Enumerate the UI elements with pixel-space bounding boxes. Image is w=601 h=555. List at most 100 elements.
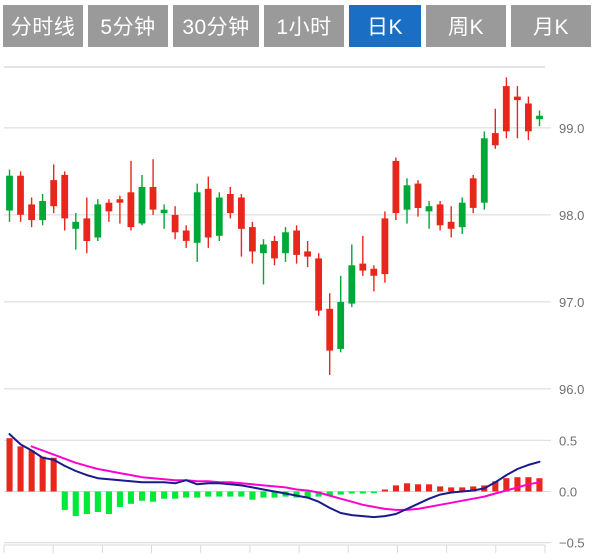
candle bbox=[304, 241, 311, 268]
candle bbox=[293, 225, 300, 264]
candle bbox=[72, 213, 80, 250]
macd-bar bbox=[227, 491, 234, 497]
timeframe-tabbar: 分时线 5分钟 30分钟 1小时 日K 周K 月K bbox=[0, 0, 601, 52]
price-gridlines bbox=[4, 66, 551, 390]
candle bbox=[392, 157, 400, 221]
candle bbox=[337, 275, 345, 353]
macd-tick-label: −0.5 bbox=[559, 536, 585, 551]
tab-monthk[interactable]: 月K bbox=[511, 5, 591, 47]
tab-dayk[interactable]: 日K bbox=[349, 5, 421, 47]
price-tick-label: 97.0 bbox=[559, 295, 584, 310]
candle bbox=[138, 174, 146, 226]
macd-bar bbox=[359, 491, 366, 494]
macd-dif-line bbox=[8, 433, 541, 519]
macd-bar bbox=[116, 491, 123, 507]
macd-bar bbox=[161, 491, 168, 499]
macd-histogram bbox=[6, 438, 543, 517]
macd-bar bbox=[348, 491, 355, 494]
candle bbox=[348, 244, 356, 308]
candlestick-series bbox=[6, 77, 543, 375]
candle bbox=[105, 199, 113, 222]
macd-dea-line bbox=[30, 445, 541, 511]
macd-bar bbox=[28, 450, 35, 492]
macd-bar bbox=[139, 491, 146, 501]
macd-bar bbox=[448, 487, 455, 492]
macd-bar bbox=[337, 491, 344, 495]
macd-bar bbox=[83, 491, 90, 514]
tab-30min[interactable]: 30分钟 bbox=[173, 5, 259, 47]
macd-bar bbox=[260, 491, 267, 498]
macd-bar bbox=[17, 446, 24, 492]
macd-bar bbox=[415, 484, 422, 492]
macd-bar bbox=[437, 486, 444, 492]
candle bbox=[249, 221, 256, 264]
candle bbox=[28, 197, 35, 228]
tab-timeline-label: 分时线 bbox=[10, 16, 76, 39]
macd-bar bbox=[404, 483, 411, 492]
macd-bar bbox=[370, 491, 377, 494]
candle bbox=[282, 227, 289, 262]
candle bbox=[215, 192, 223, 241]
candle bbox=[83, 197, 91, 254]
candle bbox=[226, 187, 234, 219]
stock-chart[interactable]: 96.0 97.0 98.0 99.0 −0.5 0.0 0.5 bbox=[0, 52, 601, 555]
candle bbox=[204, 176, 212, 248]
macd-bar bbox=[249, 491, 256, 500]
macd-bar bbox=[205, 491, 212, 497]
candle bbox=[370, 265, 378, 292]
candle bbox=[502, 77, 510, 139]
macd-bar bbox=[326, 491, 333, 496]
candle bbox=[480, 131, 488, 210]
candle bbox=[94, 199, 102, 241]
candle bbox=[182, 225, 190, 248]
macd-bar bbox=[105, 491, 112, 514]
candle bbox=[525, 96, 532, 141]
macd-bar bbox=[470, 486, 477, 492]
candle bbox=[160, 204, 168, 229]
price-tick-label: 96.0 bbox=[559, 382, 584, 397]
tab-dayk-label: 日K bbox=[366, 16, 403, 39]
candle bbox=[17, 171, 24, 222]
candle bbox=[414, 180, 422, 217]
macd-bar bbox=[503, 478, 510, 492]
chart-container[interactable]: 96.0 97.0 98.0 99.0 −0.5 0.0 0.5 bbox=[0, 52, 601, 555]
candle bbox=[171, 206, 179, 240]
macd-bar bbox=[238, 491, 245, 497]
candle bbox=[6, 169, 13, 222]
macd-tick-label: 0.5 bbox=[559, 433, 577, 448]
tab-30min-label: 30分钟 bbox=[182, 16, 250, 39]
candle bbox=[271, 235, 278, 266]
candle bbox=[536, 110, 543, 127]
price-tick-label: 99.0 bbox=[559, 121, 584, 136]
macd-bar bbox=[536, 478, 543, 492]
macd-bar bbox=[50, 457, 57, 492]
candle bbox=[403, 178, 411, 224]
macd-bar bbox=[172, 491, 179, 499]
macd-bar bbox=[392, 485, 399, 492]
candle bbox=[436, 201, 444, 231]
candle bbox=[381, 211, 389, 283]
tab-1hour[interactable]: 1小时 bbox=[264, 5, 344, 47]
candle bbox=[447, 206, 455, 238]
macd-axis-labels: −0.5 0.0 0.5 bbox=[545, 433, 585, 551]
macd-bar bbox=[6, 438, 13, 492]
macd-bar bbox=[271, 491, 278, 498]
candle bbox=[61, 171, 69, 231]
macd-bar bbox=[194, 491, 201, 498]
tab-5min[interactable]: 5分钟 bbox=[88, 5, 168, 47]
tab-weekk-label: 周K bbox=[447, 16, 484, 39]
macd-bar bbox=[315, 491, 322, 497]
tab-timeline[interactable]: 分时线 bbox=[3, 5, 83, 47]
macd-bar bbox=[150, 491, 157, 502]
candle bbox=[326, 293, 334, 375]
macd-bar bbox=[127, 491, 134, 504]
tab-weekk[interactable]: 周K bbox=[426, 5, 506, 47]
candle bbox=[116, 195, 124, 224]
macd-bar bbox=[492, 481, 499, 492]
macd-bar bbox=[304, 491, 311, 498]
tab-monthk-label: 月K bbox=[532, 16, 569, 39]
tab-1hour-label: 1小时 bbox=[276, 16, 332, 39]
candle bbox=[149, 159, 157, 215]
macd-bar bbox=[183, 491, 190, 498]
candle bbox=[469, 174, 477, 214]
